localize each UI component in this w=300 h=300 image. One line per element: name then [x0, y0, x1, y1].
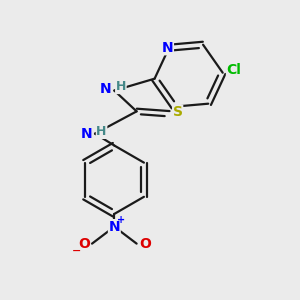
Text: H: H	[116, 80, 126, 94]
Text: N: N	[109, 220, 120, 234]
Text: −: −	[72, 246, 81, 256]
Text: +: +	[117, 215, 125, 225]
Text: N: N	[162, 41, 173, 55]
Text: Cl: Cl	[226, 63, 242, 77]
Text: N: N	[81, 127, 92, 141]
Text: S: S	[172, 105, 183, 119]
Text: H: H	[96, 125, 107, 138]
Text: O: O	[78, 237, 90, 250]
Text: N: N	[100, 82, 112, 96]
Text: O: O	[139, 237, 151, 250]
